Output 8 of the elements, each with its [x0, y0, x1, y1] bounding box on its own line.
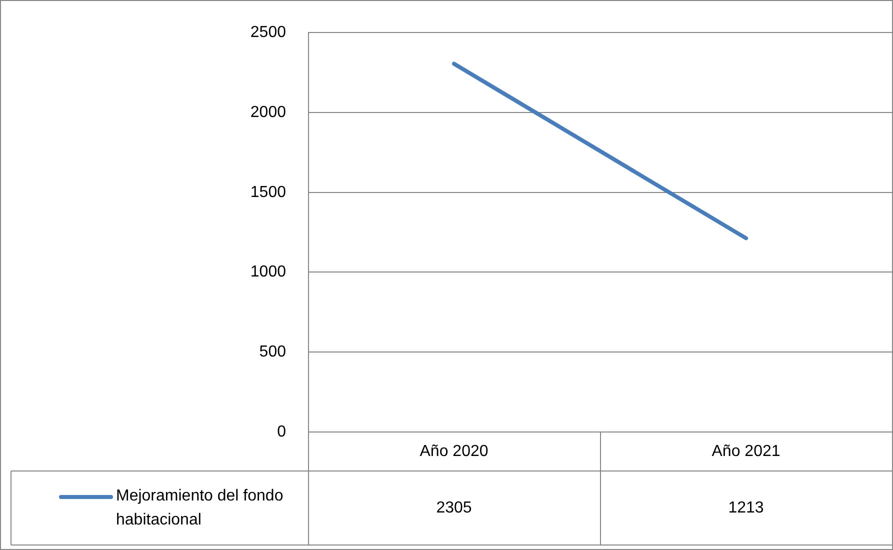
y-tick-label: 1000 [250, 264, 286, 281]
x-tick-label: Año 2020 [420, 442, 488, 460]
y-tick-label: 2000 [250, 104, 286, 121]
y-tick-label: 2500 [250, 24, 286, 42]
x-tick-label: Año 2021 [712, 442, 780, 460]
y-tick-label: 0 [277, 423, 286, 440]
y-tick-label: 500 [259, 344, 286, 361]
y-tick-label: 1500 [250, 184, 286, 201]
